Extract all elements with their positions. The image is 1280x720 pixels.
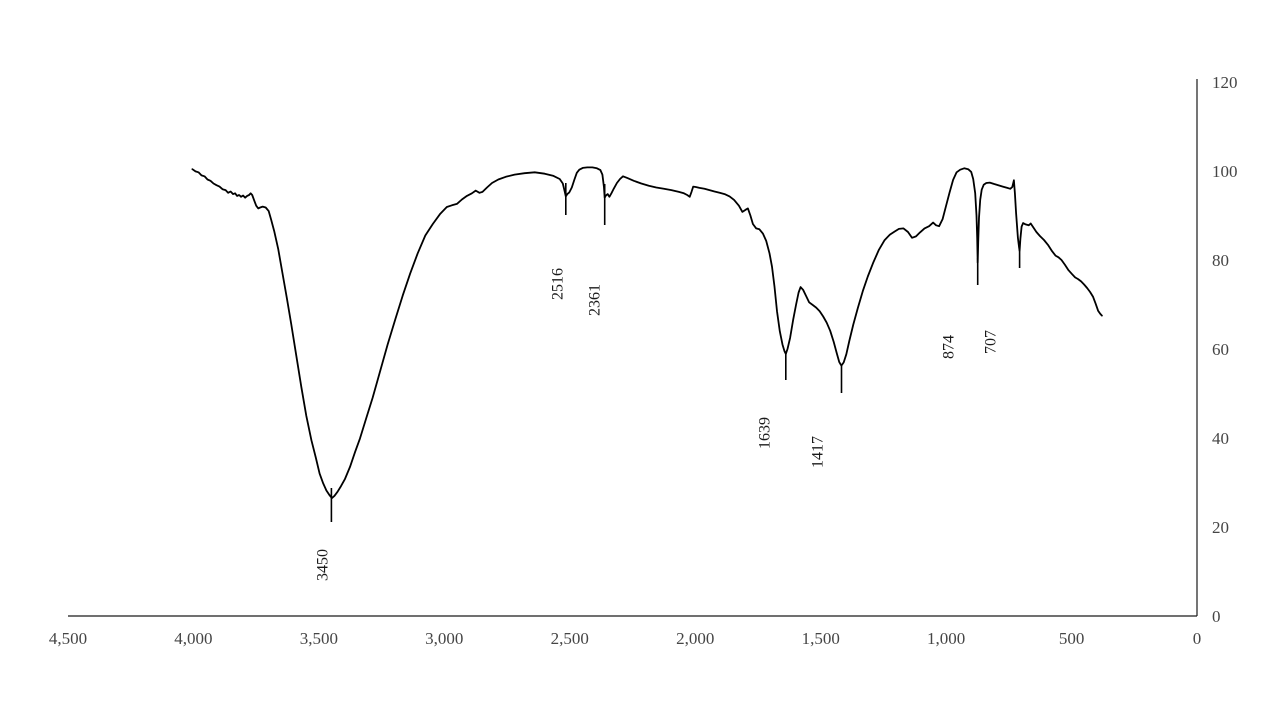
x-axis-tick-label: 500 <box>1059 629 1085 648</box>
x-axis-tick-label: 1,000 <box>927 629 965 648</box>
peak-label-707: 707 <box>983 330 1000 354</box>
y-axis-tick-label: 60 <box>1212 340 1229 359</box>
y-axis-tick-label: 80 <box>1212 251 1229 270</box>
y-axis-tick-label: 0 <box>1212 607 1221 626</box>
x-axis-tick-label: 4,000 <box>174 629 212 648</box>
y-axis-tick-label: 20 <box>1212 518 1229 537</box>
x-axis-tick-label: 4,500 <box>49 629 87 648</box>
spectrum-curve <box>191 166 1103 500</box>
x-axis-tick-label: 2,500 <box>551 629 589 648</box>
peak-label-2361: 2361 <box>587 284 604 316</box>
x-axis-tick-label: 3,500 <box>300 629 338 648</box>
peak-label-1639: 1639 <box>757 417 774 449</box>
y-axis-tick-label: 120 <box>1212 73 1238 92</box>
x-axis-tick-label: 2,000 <box>676 629 714 648</box>
peak-label-3450: 3450 <box>315 549 332 581</box>
peak-label-874: 874 <box>941 335 958 359</box>
y-axis-tick-label: 100 <box>1212 162 1238 181</box>
y-axis-tick-label: 40 <box>1212 429 1229 448</box>
peak-label-1417: 1417 <box>810 436 827 468</box>
x-axis-tick-label: 0 <box>1193 629 1202 648</box>
x-axis-tick-label: 1,500 <box>802 629 840 648</box>
x-axis-tick-label: 3,000 <box>425 629 463 648</box>
peak-label-2516: 2516 <box>550 268 567 300</box>
